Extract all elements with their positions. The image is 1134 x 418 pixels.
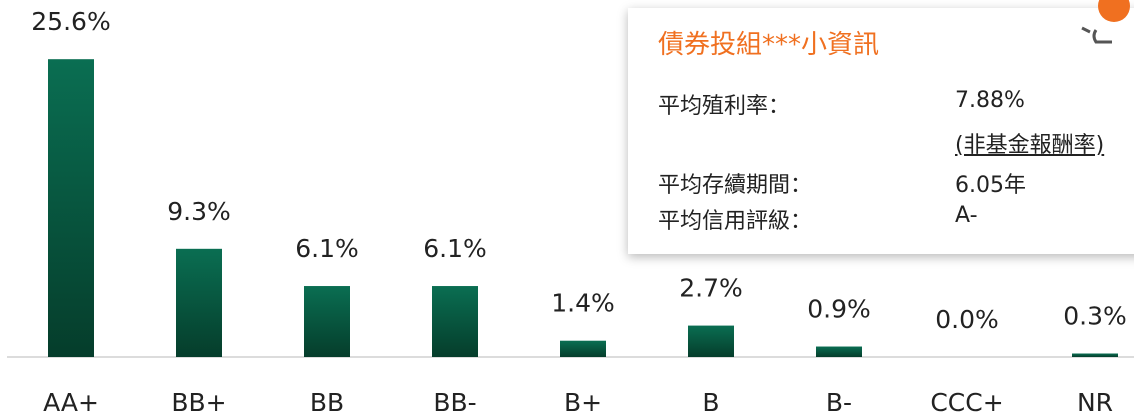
bar	[432, 286, 478, 357]
bar	[176, 248, 222, 357]
value-label: 1.4%	[551, 289, 615, 318]
x-tick-label: CCC+	[930, 388, 1003, 417]
x-tick-label: BB	[310, 388, 344, 417]
value-label: 6.1%	[423, 234, 487, 263]
value-label: 0.3%	[1063, 302, 1127, 331]
info-value: 6.05年	[955, 173, 1026, 198]
icon	[1081, 0, 1130, 44]
bar	[560, 340, 606, 357]
bar	[688, 325, 734, 357]
x-tick-label: BB-	[433, 388, 476, 417]
info-box: 債券投組***小資訊 平均殖利率： 7.88% (非基金報酬率) 平均存續期間：…	[628, 8, 1134, 254]
bar	[304, 286, 350, 357]
x-tick-label: NR	[1077, 388, 1113, 417]
x-tick-label: AA+	[43, 388, 99, 417]
info-note: (非基金報酬率)	[955, 133, 1105, 158]
bar	[816, 346, 862, 357]
info-label: 平均信用評級：	[658, 209, 813, 234]
info-value: A-	[955, 203, 978, 228]
value-label: 25.6%	[31, 7, 110, 36]
bar	[48, 59, 94, 357]
info-value: 7.88%	[955, 88, 1025, 113]
value-label: 6.1%	[295, 234, 359, 263]
value-label: 0.0%	[935, 305, 999, 334]
value-label: 9.3%	[167, 197, 231, 226]
info-label: 平均存續期間：	[658, 173, 813, 198]
x-tick-label: BB+	[171, 388, 226, 417]
x-tick-label: B	[702, 388, 719, 417]
info-title: 債券投組***小資訊	[658, 30, 880, 60]
value-label: 2.7%	[679, 274, 743, 303]
x-tick-label: B+	[564, 388, 602, 417]
value-label: 0.9%	[807, 295, 871, 324]
bar	[1072, 353, 1118, 357]
info-label: 平均殖利率：	[658, 94, 791, 119]
x-tick-label: B-	[826, 388, 852, 417]
